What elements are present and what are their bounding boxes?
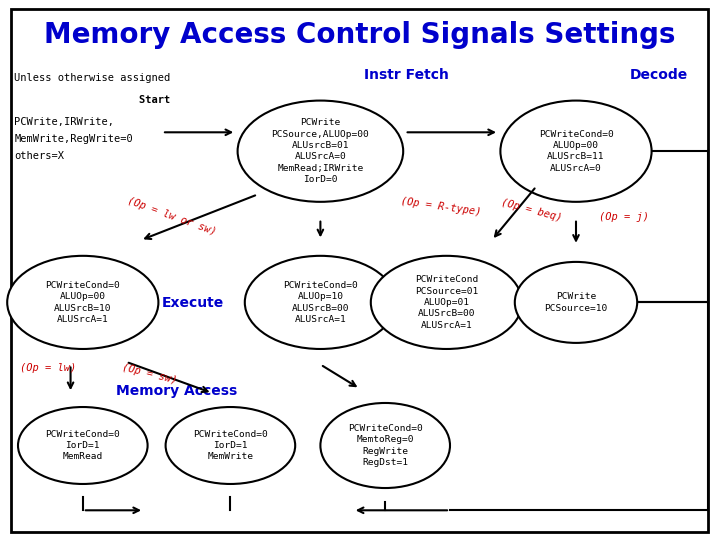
Text: PCWriteCond=0: PCWriteCond=0: [45, 430, 120, 438]
Text: ALUsrcB=01: ALUsrcB=01: [292, 141, 349, 150]
Text: MemWrite,RegWrite=0: MemWrite,RegWrite=0: [14, 134, 133, 144]
Text: RegDst=1: RegDst=1: [362, 458, 408, 467]
Text: (Op = lw): (Op = lw): [20, 363, 76, 373]
Ellipse shape: [515, 262, 637, 343]
Text: ALUOp=10: ALUOp=10: [297, 292, 343, 301]
Ellipse shape: [7, 256, 158, 349]
Text: Execute: Execute: [162, 296, 224, 310]
Text: ALUOp=01: ALUOp=01: [423, 298, 469, 307]
Text: PCWriteCond=0: PCWriteCond=0: [283, 281, 358, 290]
Ellipse shape: [18, 407, 148, 484]
Text: PCSource=01: PCSource=01: [415, 287, 478, 295]
Text: RegWrite: RegWrite: [362, 447, 408, 456]
Text: MemWrite: MemWrite: [207, 453, 253, 461]
Text: ALUOp=00: ALUOp=00: [553, 141, 599, 150]
Text: (Op = sw): (Op = sw): [121, 362, 178, 386]
Text: MemtoReg=0: MemtoReg=0: [356, 435, 414, 444]
Text: ALUSrcA=1: ALUSrcA=1: [420, 321, 472, 329]
Text: ALUSrcB=10: ALUSrcB=10: [54, 303, 112, 313]
Text: ALUSrcB=00: ALUSrcB=00: [292, 303, 349, 313]
Text: PCWriteCond=0: PCWriteCond=0: [193, 430, 268, 438]
Text: (Op = R-type): (Op = R-type): [400, 195, 482, 217]
Text: ALUSrcA=1: ALUSrcA=1: [57, 315, 109, 324]
Ellipse shape: [245, 256, 396, 349]
Text: PCSource=10: PCSource=10: [544, 303, 608, 313]
Ellipse shape: [371, 256, 522, 349]
Text: ALUSrcB=11: ALUSrcB=11: [547, 152, 605, 161]
Text: PCWriteCond: PCWriteCond: [415, 275, 478, 284]
Text: Start: Start: [14, 95, 171, 105]
Text: IorD=1: IorD=1: [66, 441, 100, 450]
Text: others=X: others=X: [14, 151, 64, 161]
Text: PCWriteCond=0: PCWriteCond=0: [45, 281, 120, 290]
Text: ALUSrcB=00: ALUSrcB=00: [418, 309, 475, 318]
Ellipse shape: [238, 100, 403, 202]
Text: (Op = j): (Op = j): [599, 212, 649, 222]
Text: PCWrite: PCWrite: [556, 292, 596, 301]
Text: Memory Access: Memory Access: [116, 384, 237, 399]
Text: (Op = lw or sw): (Op = lw or sw): [126, 195, 217, 237]
Text: ALUOp=00: ALUOp=00: [60, 292, 106, 301]
Text: (Op = beq): (Op = beq): [500, 198, 563, 224]
Text: MemRead;IRWrite: MemRead;IRWrite: [277, 164, 364, 173]
Text: IorD=1: IorD=1: [213, 441, 248, 450]
Text: Memory Access Control Signals Settings: Memory Access Control Signals Settings: [44, 21, 676, 49]
Text: PCWrite,IRWrite,: PCWrite,IRWrite,: [14, 117, 114, 126]
Ellipse shape: [166, 407, 295, 484]
Text: ALUSrcA=1: ALUSrcA=1: [294, 315, 346, 324]
Text: IorD=0: IorD=0: [303, 175, 338, 184]
Text: Instr Fetch: Instr Fetch: [364, 68, 449, 82]
Text: PCWriteCond=0: PCWriteCond=0: [539, 130, 613, 139]
Text: Decode: Decode: [630, 68, 688, 82]
Text: PCWriteCond=0: PCWriteCond=0: [348, 424, 423, 433]
Text: Unless otherwise assigned: Unless otherwise assigned: [14, 73, 171, 83]
Text: MemRead: MemRead: [63, 453, 103, 461]
Ellipse shape: [320, 403, 450, 488]
Text: PCWrite: PCWrite: [300, 118, 341, 127]
Text: ALUSrcA=0: ALUSrcA=0: [294, 152, 346, 161]
Text: ALUSrcA=0: ALUSrcA=0: [550, 164, 602, 173]
Text: PCSource,ALUOp=00: PCSource,ALUOp=00: [271, 130, 369, 139]
Ellipse shape: [500, 100, 652, 202]
